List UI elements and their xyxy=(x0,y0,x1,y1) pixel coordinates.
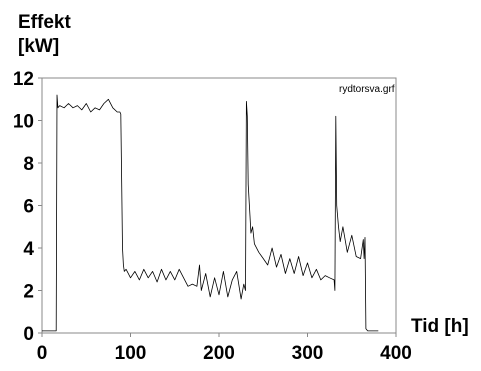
x-tick-label: 0 xyxy=(37,343,48,364)
y-tick-label: 0 xyxy=(23,324,34,345)
x-tick-label: 300 xyxy=(292,343,324,364)
x-tick-label: 400 xyxy=(380,343,412,364)
y-tick-label: 2 xyxy=(23,282,34,303)
y-tick-label: 10 xyxy=(13,112,34,133)
x-axis-title: Tid [h] xyxy=(411,316,469,337)
y-axis-title-line1: Effekt xyxy=(18,12,71,33)
series-line xyxy=(42,94,379,332)
x-tick-label: 200 xyxy=(203,343,235,364)
y-tick-label: 4 xyxy=(23,239,34,260)
x-tick-label: 100 xyxy=(115,343,147,364)
x-axis: 0 100 200 300 400 xyxy=(37,333,412,364)
y-axis: 0 2 4 6 8 10 12 xyxy=(13,69,42,345)
y-tick-label: 12 xyxy=(13,69,34,90)
y-tick-label: 6 xyxy=(23,197,34,218)
chart-annotation: rydtorsva.grf xyxy=(339,84,395,95)
y-axis-title-line2: [kW] xyxy=(18,36,59,57)
series-group xyxy=(42,94,379,332)
y-tick-label: 8 xyxy=(23,154,34,175)
